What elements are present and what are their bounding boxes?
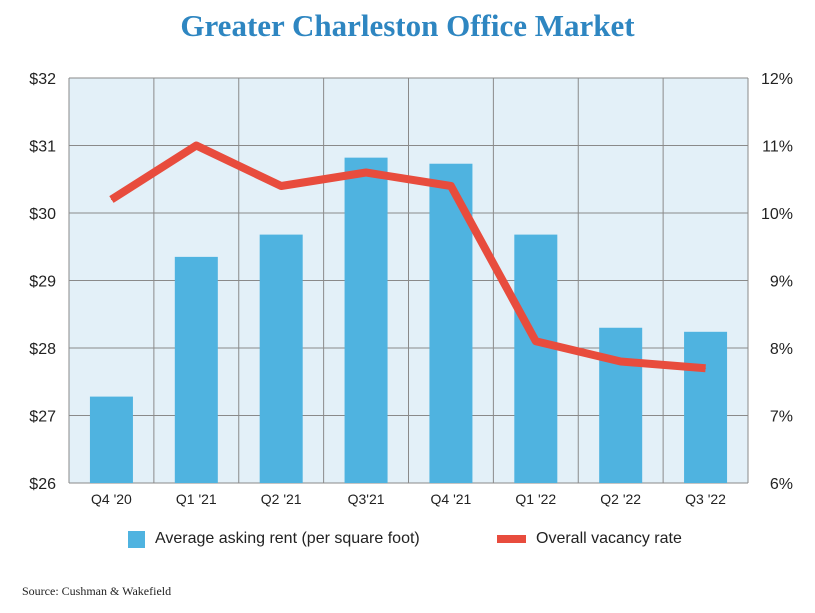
y-tick-label-left: $30 <box>29 206 56 223</box>
line-series <box>109 141 707 373</box>
y-tick-label-right: 12% <box>761 71 793 88</box>
x-tick-label: Q1 '21 <box>176 491 217 507</box>
y-axis-right: 6% 7% 8% 9% 10% 11% 12% <box>761 71 793 493</box>
x-tick-label: Q1 '22 <box>515 491 556 507</box>
line-point <box>620 361 622 362</box>
y-tick-label-left: $26 <box>29 476 56 493</box>
y-tick-label-left: $28 <box>29 341 56 358</box>
y-axis-left: $26 $27 $28 $29 $30 $31 $32 <box>29 71 56 493</box>
y-tick-label-right: 11% <box>762 139 793 156</box>
y-tick-label-right: 10% <box>761 206 793 223</box>
line-point <box>705 367 707 369</box>
y-tick-label-left: $29 <box>29 274 56 291</box>
bar <box>174 256 218 483</box>
y-tick-label-left: $31 <box>29 139 56 156</box>
x-tick-label: Q4 '21 <box>431 491 472 507</box>
y-tick-label-right: 7% <box>770 409 793 426</box>
bar <box>89 396 133 483</box>
legend-label-vacancy: Overall vacancy rate <box>536 530 682 547</box>
x-axis: Q4 '20 Q1 '21 Q2 '21 Q3'21 Q4 '21 Q1 '22 Q2 '2… <box>91 491 726 507</box>
y-tick-label-right: 8% <box>770 341 793 358</box>
bar <box>599 327 643 483</box>
bar <box>344 157 388 483</box>
y-tick-label-right: 6% <box>770 476 793 493</box>
chart-title: Greater Charleston Office Market <box>180 8 635 43</box>
x-tick-label: Q4 '20 <box>91 491 132 507</box>
legend-item-vacancy: Overall vacancy rate <box>497 527 682 551</box>
line-point <box>280 185 282 187</box>
line-point <box>110 199 112 200</box>
legend-line-swatch <box>497 535 526 543</box>
line-point <box>535 340 537 342</box>
bar-series <box>89 157 728 483</box>
line-point <box>450 185 452 187</box>
bar <box>684 331 728 483</box>
source-note: Source: Cushman & Wakefield <box>22 584 172 598</box>
legend-bar-swatch <box>128 530 145 548</box>
x-tick-label: Q2 '22 <box>600 491 641 507</box>
x-tick-label: Q2 '21 <box>261 491 302 507</box>
y-tick-label-left: $27 <box>29 409 56 426</box>
legend-item-rent: Average asking rent (per square foot) <box>128 527 420 551</box>
legend-label-rent: Average asking rent (per square foot) <box>155 530 420 547</box>
y-tick-label-left: $32 <box>29 71 56 88</box>
line-point <box>365 172 367 173</box>
line-point <box>195 145 197 146</box>
bar <box>259 234 303 483</box>
x-tick-label: Q3 '22 <box>685 491 726 507</box>
y-tick-label-right: 9% <box>770 274 793 291</box>
grid-lines <box>68 77 749 484</box>
x-tick-label: Q3'21 <box>348 491 385 507</box>
bar <box>514 234 558 483</box>
vacancy-line <box>109 141 706 373</box>
